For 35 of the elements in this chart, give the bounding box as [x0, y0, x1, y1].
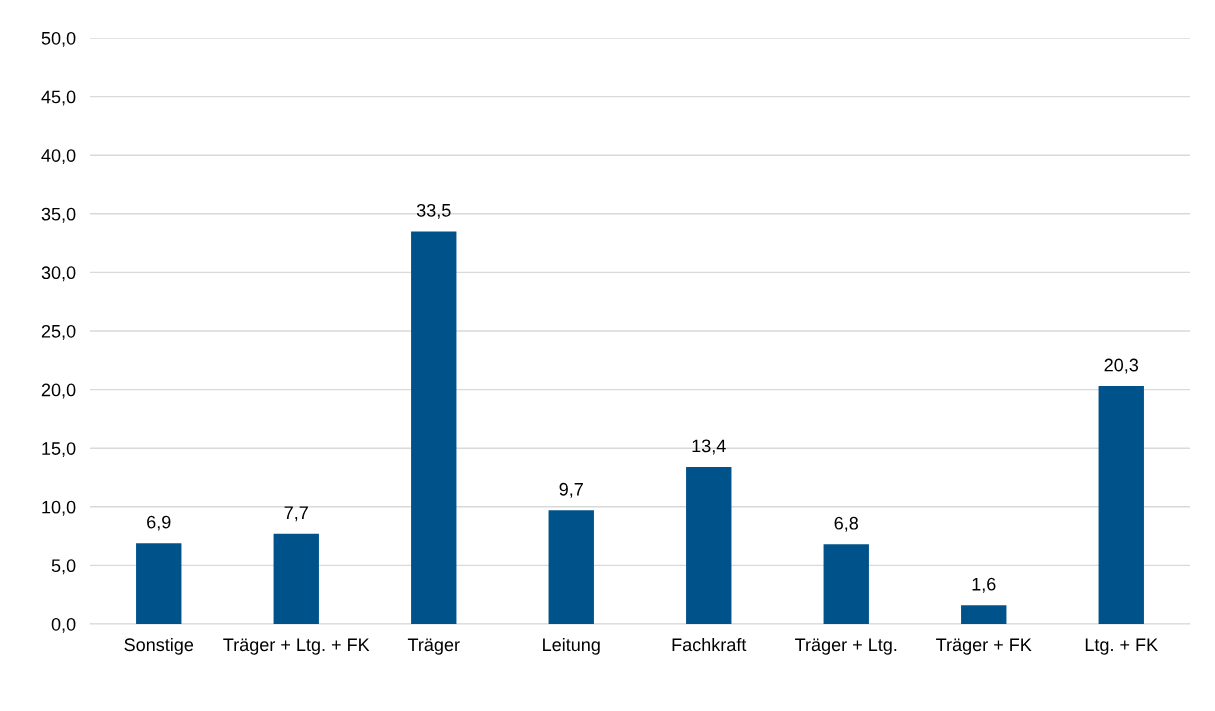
bar — [823, 544, 869, 624]
x-tick-label: Leitung — [543, 637, 600, 655]
data-label: 33,5 — [416, 203, 451, 219]
bar — [136, 543, 182, 624]
y-tick-label: 15,0 — [42, 442, 76, 458]
bar — [548, 510, 594, 624]
x-tick-label: Ltg. + FK — [1085, 638, 1158, 655]
data-label: 1,6 — [972, 577, 996, 593]
y-tick-label: 45,0 — [41, 90, 76, 106]
y-tick-label: 10,0 — [42, 500, 76, 516]
y-tick-label: 30,0 — [41, 266, 76, 282]
x-tick-label: Träger — [407, 638, 460, 655]
y-tick-label: 25,0 — [41, 324, 76, 340]
data-label: 6,8 — [834, 516, 859, 532]
y-tick-label: 40,0 — [41, 149, 76, 165]
data-label: 9,7 — [559, 482, 583, 498]
y-tick-label: 5,0 — [51, 559, 76, 575]
bar — [273, 533, 319, 624]
y-tick-label: 35,0 — [41, 207, 76, 223]
data-label: 13,4 — [692, 439, 726, 455]
x-tick-label: Sonstige — [124, 637, 194, 655]
x-tick-label: Träger + Ltg. + FK — [223, 638, 370, 655]
bar — [961, 605, 1007, 624]
x-tick-label: Träger + Ltg. — [795, 638, 897, 655]
y-tick-label: 0,0 — [51, 617, 76, 633]
data-label: 6,9 — [147, 515, 171, 531]
x-tick-label: Fachkraft — [672, 637, 747, 652]
bar — [1098, 386, 1144, 624]
bar — [686, 466, 732, 624]
y-tick-label: 20,0 — [41, 383, 76, 399]
y-tick-label: 50,0 — [41, 31, 76, 47]
data-label: 7,7 — [284, 506, 308, 522]
data-label: 20,3 — [1104, 358, 1139, 374]
x-tick-label: Träger + FK — [936, 638, 1032, 655]
bar — [411, 231, 457, 624]
